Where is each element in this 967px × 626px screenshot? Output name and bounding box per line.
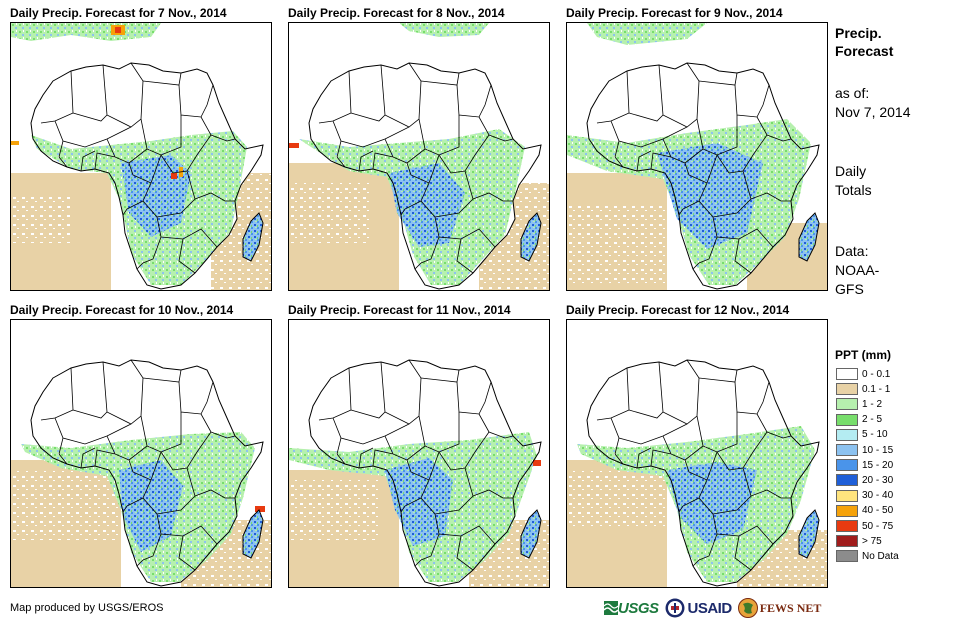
legend-label: 1 - 2 — [862, 398, 883, 410]
forecast-title-line2: Forecast — [835, 43, 894, 59]
legend-swatch — [836, 535, 858, 548]
legend-item: 10 - 15 — [836, 443, 893, 457]
data-source-line1: Data: — [835, 243, 869, 259]
legend-label: 2 - 5 — [862, 414, 883, 426]
data-source-block: Data: NOAA- GFS — [835, 242, 879, 299]
precip-map — [288, 22, 550, 291]
legend-label: 0 - 0.1 — [862, 368, 891, 380]
legend-item: 2 - 5 — [836, 413, 882, 427]
usgs-logo: USGS — [604, 600, 659, 617]
forecast-panel-3: Daily Precip. Forecast for 9 Nov., 2014 — [566, 3, 828, 293]
fews-net-globe-icon — [737, 598, 758, 618]
asof-block: as of: Nov 7, 2014 — [835, 84, 911, 122]
forecast-panel-5: Daily Precip. Forecast for 11 Nov., 2014 — [288, 300, 550, 590]
precip-map — [10, 319, 272, 588]
usgs-logo-text: USGS — [618, 599, 659, 617]
legend-label: > 75 — [862, 535, 882, 547]
totals-line1: Daily — [835, 163, 867, 179]
asof-date: Nov 7, 2014 — [835, 104, 911, 120]
legend-swatch — [836, 413, 858, 426]
panel-title: Daily Precip. Forecast for 11 Nov., 2014 — [288, 303, 511, 317]
map-credit: Map produced by USGS/EROS — [10, 602, 164, 614]
data-source-line3: GFS — [835, 281, 864, 297]
legend-label: 5 - 10 — [862, 429, 888, 441]
legend-swatch — [836, 383, 858, 396]
panel-title: Daily Precip. Forecast for 7 Nov., 2014 — [10, 6, 227, 20]
legend-label: 0.1 - 1 — [862, 383, 891, 395]
asof-label: as of: — [835, 85, 870, 101]
legend-label: 15 - 20 — [862, 459, 894, 471]
legend-item: 20 - 30 — [836, 473, 893, 487]
legend-item: 15 - 20 — [836, 458, 893, 472]
forecast-panel-4: Daily Precip. Forecast for 10 Nov., 2014 — [10, 300, 272, 590]
legend-swatch — [836, 459, 858, 472]
legend-item: 50 - 75 — [836, 519, 893, 533]
totals-block: Daily Totals — [835, 162, 872, 200]
legend-swatch — [836, 504, 858, 517]
legend-swatch — [836, 398, 858, 411]
precip-map — [566, 22, 828, 291]
fews-net-logo-text: FEWS NET — [759, 600, 822, 615]
panel-title: Daily Precip. Forecast for 8 Nov., 2014 — [288, 6, 505, 20]
usaid-logo-text: USAID — [687, 599, 733, 617]
usaid-seal-icon — [665, 598, 685, 618]
legend-swatch — [836, 489, 858, 502]
totals-line2: Totals — [835, 182, 872, 198]
legend-label: 30 - 40 — [862, 490, 894, 502]
precip-map — [10, 22, 272, 291]
legend-item: 5 - 10 — [836, 428, 888, 442]
logo-strip: USGS USAID FEWS NET — [604, 595, 821, 621]
legend-swatch — [836, 368, 858, 380]
usgs-wave-icon — [604, 601, 618, 615]
panel-title: Daily Precip. Forecast for 10 Nov., 2014 — [10, 303, 234, 317]
legend-item: 30 - 40 — [836, 489, 893, 503]
legend-item: > 75 — [836, 534, 882, 548]
legend-label: 20 - 30 — [862, 474, 894, 486]
legend-title: PPT (mm) — [835, 348, 892, 362]
legend-label: No Data — [862, 550, 899, 562]
panel-title: Daily Precip. Forecast for 12 Nov., 2014 — [566, 303, 790, 317]
legend-item: 0.1 - 1 — [836, 382, 890, 396]
forecast-title: Precip. Forecast — [835, 24, 893, 60]
forecast-title-line1: Precip. — [835, 25, 882, 41]
forecast-panel-6: Daily Precip. Forecast for 12 Nov., 2014 — [566, 300, 828, 590]
legend-item: 40 - 50 — [836, 504, 893, 518]
legend-label: 10 - 15 — [862, 444, 894, 456]
legend-swatch — [836, 520, 858, 532]
legend-swatch — [836, 550, 858, 563]
panel-title: Daily Precip. Forecast for 9 Nov., 2014 — [566, 6, 783, 20]
legend-item: 1 - 2 — [836, 397, 882, 411]
legend-swatch — [836, 428, 858, 441]
legend-label: 50 - 75 — [862, 520, 894, 532]
forecast-panel-1: Daily Precip. Forecast for 7 Nov., 2014 — [10, 3, 272, 293]
forecast-panel-2: Daily Precip. Forecast for 8 Nov., 2014 — [288, 3, 550, 293]
legend-item: No Data — [836, 549, 899, 563]
legend-swatch — [836, 474, 858, 487]
legend-swatch — [836, 444, 858, 456]
precip-map — [566, 319, 828, 588]
legend-label: 40 - 50 — [862, 505, 894, 517]
precip-map — [288, 319, 550, 588]
data-source-line2: NOAA- — [835, 262, 880, 278]
legend-item: 0 - 0.1 — [836, 367, 890, 381]
